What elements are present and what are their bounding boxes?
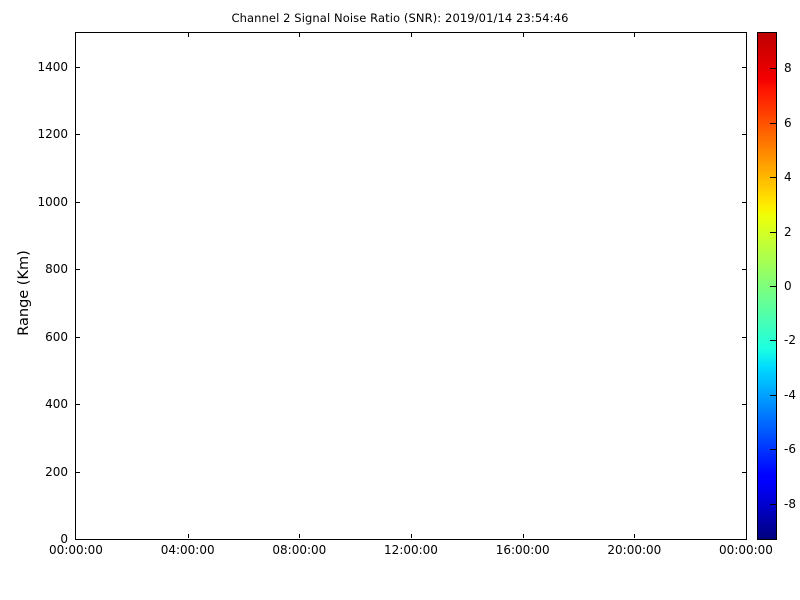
x-tick-mark: [299, 534, 301, 538]
x-tick-mark-top: [746, 33, 747, 37]
y-tick-mark-right: [742, 404, 746, 406]
y-tick-mark: [76, 404, 80, 406]
colorbar-tick-label: -4: [784, 387, 796, 402]
y-axis-ticks: 0 200 400 600 800 1000 1200 1400: [6, 0, 68, 600]
axes-frame: [75, 32, 747, 540]
colorbar-tick-mark: [770, 177, 776, 179]
y-tick-mark: [76, 201, 80, 203]
y-tick-mark: [76, 269, 80, 271]
y-tick-mark-right: [742, 134, 746, 136]
colorbar-tick-label: 2: [784, 224, 792, 239]
x-tick-mark: [411, 534, 412, 538]
y-tick-mark-right: [742, 66, 746, 68]
page-title: Channel 2 Signal Noise Ratio (SNR): 2019…: [231, 11, 569, 25]
y-tick-mark: [76, 539, 80, 540]
y-tick-label: 400: [45, 397, 68, 412]
x-tick-mark-top: [299, 33, 301, 37]
colorbar-tick-mark: [770, 122, 776, 124]
y-tick-mark: [76, 336, 80, 338]
x-tick-label: 08:00:00: [272, 543, 327, 557]
colorbar-tick-mark: [770, 340, 776, 342]
x-tick-mark-top: [522, 33, 524, 37]
x-tick-mark-top: [187, 33, 189, 37]
x-tick-label: 04:00:00: [160, 543, 215, 557]
y-tick-label: 800: [45, 262, 68, 277]
colorbar-tick-mark: [770, 449, 776, 451]
y-tick-mark: [76, 134, 80, 136]
x-tick-mark-top: [634, 33, 636, 37]
x-tick-mark: [187, 534, 189, 538]
x-tick-label: 00:00:00: [49, 543, 103, 557]
x-tick-label: 12:00:00: [384, 543, 438, 557]
y-tick-label: 200: [45, 464, 68, 479]
y-tick-mark-right: [742, 539, 746, 540]
y-tick-label: 1400: [37, 59, 68, 74]
colorbar-tick-label: -2: [784, 333, 796, 348]
colorbar-tick-label: -6: [784, 442, 796, 457]
x-tick-mark-top: [411, 33, 412, 37]
x-tick-label: 20:00:00: [607, 543, 662, 557]
colorbar-tick-mark: [770, 394, 776, 396]
colorbar-tick-label: 0: [784, 279, 792, 293]
x-tick-mark: [522, 534, 524, 538]
x-tick-mark: [746, 534, 747, 538]
y-tick-label: 1200: [37, 127, 68, 142]
y-tick-label: 600: [45, 329, 68, 344]
colorbar-tick-mark: [770, 231, 776, 233]
x-tick-label: 00:00:00: [719, 543, 773, 557]
y-axis-label: Range (Km): [16, 250, 32, 336]
colorbar-tick-mark: [770, 68, 776, 70]
colorbar-tick-label: 4: [784, 170, 792, 185]
y-tick-mark-right: [742, 471, 746, 473]
x-tick-mark: [634, 534, 636, 538]
colorbar-tick-mark: [770, 503, 776, 505]
colorbar-frame: [757, 32, 777, 540]
y-tick-label: 1000: [37, 194, 68, 209]
colorbar-tick-mark: [770, 286, 776, 287]
x-tick-label: 16:00:00: [495, 543, 550, 557]
colorbar-gradient: [758, 33, 776, 539]
colorbar-tick-label: 6: [784, 115, 792, 130]
y-tick-mark-right: [742, 201, 746, 203]
y-tick-mark: [76, 471, 80, 473]
y-tick-mark-right: [742, 269, 746, 271]
y-tick-label: 0: [60, 532, 68, 546]
y-tick-mark: [76, 66, 80, 68]
colorbar-tick-label: -8: [784, 496, 796, 511]
colorbar-tick-label: 8: [784, 61, 792, 76]
y-tick-mark-right: [742, 336, 746, 338]
